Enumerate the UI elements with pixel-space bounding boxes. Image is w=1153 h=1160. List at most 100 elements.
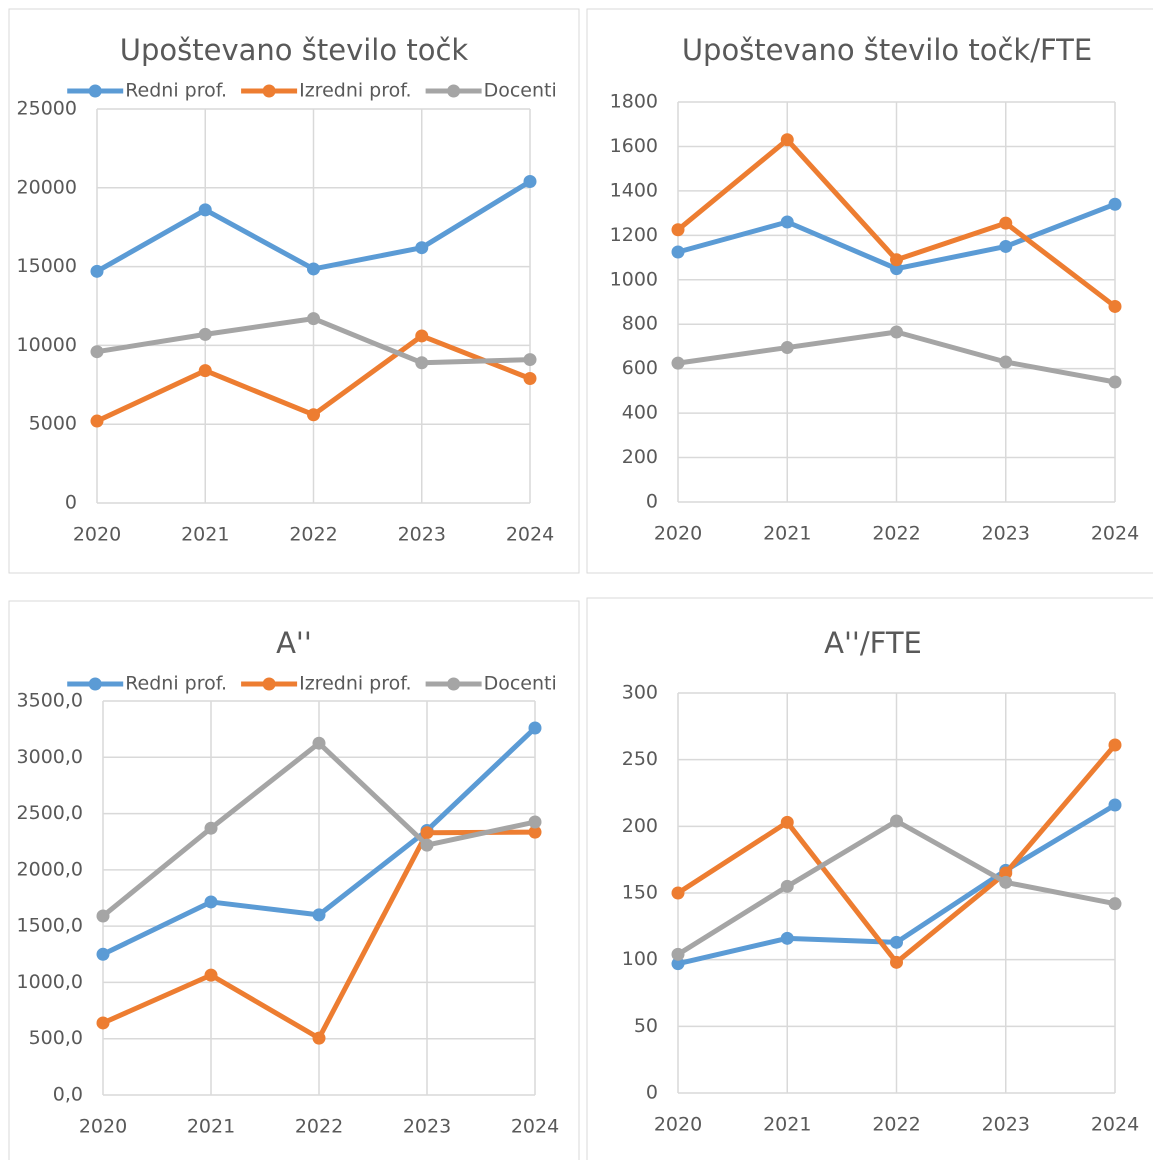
point [312,908,326,922]
y-tick-label: 3000,0 [17,746,83,768]
point [204,968,218,982]
y-tick-label: 200 [622,815,658,837]
y-tick-label: 1000,0 [17,971,83,993]
point [420,826,434,840]
point [890,814,903,828]
chart-title: Upoštevano število točk [120,33,469,67]
y-tick-label: 150 [622,882,658,904]
y-tick-label: 0 [646,491,658,513]
point [198,327,212,341]
panel-border [8,8,580,574]
point [90,264,104,278]
point [307,408,320,422]
x-tick-label: 2021 [763,523,811,545]
x-tick-label: 2021 [181,524,229,546]
y-tick-label: 0 [646,1082,658,1104]
point [1108,798,1122,812]
point [204,821,218,835]
x-tick-label: 2020 [79,1116,127,1138]
legend-label: Docenti [484,80,557,102]
point [528,825,542,839]
y-tick-label: 25000 [17,98,77,120]
legend-marker [262,84,276,98]
legend-item: Redni prof. [67,80,227,102]
point [523,174,537,188]
chart-title: A'' [276,626,312,660]
y-tick-label: 250 [622,748,658,770]
point [96,947,110,961]
point [420,838,434,852]
y-tick-label: 1800 [610,91,658,113]
point [523,371,537,385]
point [999,875,1013,889]
x-tick-label: 2021 [187,1116,235,1138]
point [780,133,794,147]
y-tick-label: 600 [622,357,658,379]
point [671,245,685,259]
legend-item: Izredni prof. [241,80,412,102]
y-tick-label: 1500,0 [17,915,83,937]
point [890,325,903,339]
y-tick-label: 3500,0 [17,690,83,712]
chart-title: A''/FTE [824,626,922,660]
point [1108,738,1122,752]
x-tick-label: 2022 [872,523,920,545]
x-tick-label: 2022 [289,524,337,546]
point [204,895,218,909]
x-tick-label: 2022 [295,1116,343,1138]
y-tick-label: 1600 [610,135,658,157]
y-tick-label: 20000 [17,176,77,198]
point [96,909,110,923]
x-tick-label: 2020 [654,523,702,545]
point [999,355,1013,369]
point [671,223,685,237]
y-tick-label: 5000 [29,413,77,435]
point [890,935,903,949]
point [90,345,104,359]
y-tick-label: 50 [634,1015,658,1037]
legend-marker [88,677,102,691]
point [890,253,903,267]
chart-title: Upoštevano število točk/FTE [682,33,1092,67]
x-tick-label: 2023 [982,523,1030,545]
x-tick-label: 2024 [506,524,554,546]
point [528,815,542,829]
point [1108,897,1122,911]
x-tick-label: 2023 [403,1116,451,1138]
point [999,866,1013,880]
y-tick-label: 10000 [17,334,77,356]
y-tick-label: 15000 [17,255,77,277]
x-tick-label: 2020 [654,1114,702,1136]
point [671,957,685,971]
point [890,262,903,276]
legend-item: Redni prof. [67,673,227,695]
point [780,815,794,829]
point [96,1016,110,1030]
point [90,414,104,428]
y-tick-label: 1000 [610,268,658,290]
y-tick-label: 500,0 [29,1027,83,1049]
x-tick-label: 2024 [1091,523,1139,545]
point [1108,375,1122,389]
x-tick-label: 2024 [1091,1114,1139,1136]
panel-border [586,8,1153,574]
point [198,203,212,217]
panel-border [8,600,580,1160]
point [780,931,794,945]
point [415,356,429,370]
point [780,879,794,893]
y-tick-label: 2500,0 [17,802,83,824]
point [890,955,903,969]
y-tick-label: 200 [622,446,658,468]
legend-item: Docenti [425,80,557,102]
legend-item: Docenti [425,673,557,695]
legend-marker [447,84,461,98]
x-tick-label: 2022 [872,1114,920,1136]
legend-item: Izredni prof. [241,673,412,695]
legend-marker [262,677,276,691]
point [671,356,685,370]
legend-marker [447,677,461,691]
x-tick-label: 2023 [982,1114,1030,1136]
x-tick-label: 2024 [511,1116,559,1138]
